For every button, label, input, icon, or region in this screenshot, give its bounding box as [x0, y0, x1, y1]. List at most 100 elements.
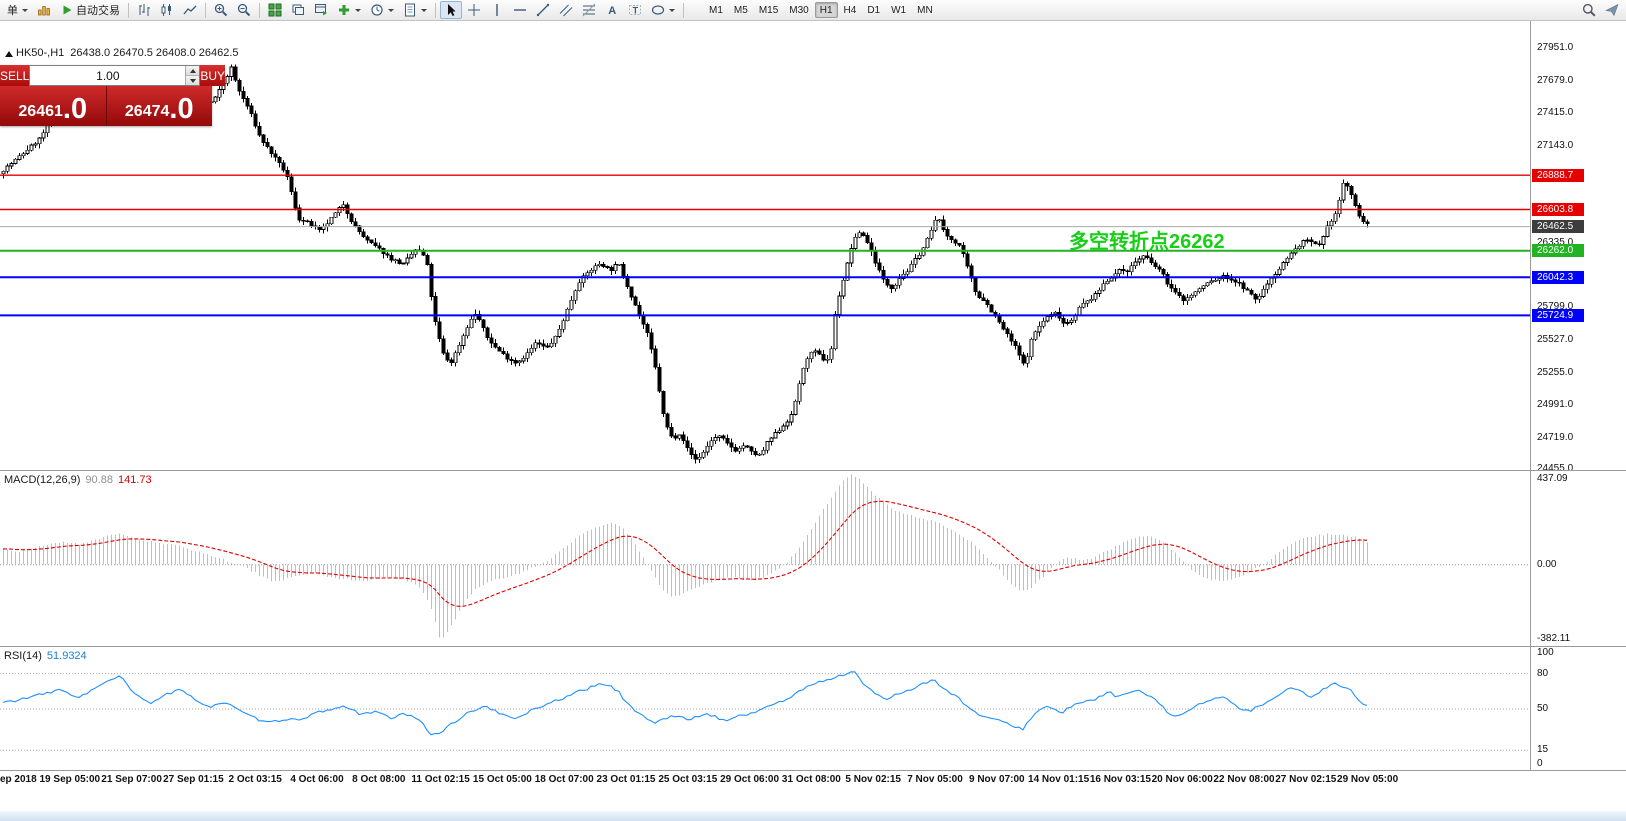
- new-chart-button[interactable]: [33, 1, 55, 19]
- scale-tick: 80: [1537, 667, 1549, 679]
- timeframe-m30-button[interactable]: M30: [789, 4, 809, 16]
- line-chart-button[interactable]: [179, 1, 201, 19]
- zoom-out-icon: [237, 3, 251, 17]
- shapes-button[interactable]: [647, 1, 679, 19]
- macd-signal-value: 141.73: [117, 474, 152, 486]
- channel-button[interactable]: [555, 1, 577, 19]
- publish-button[interactable]: [1601, 1, 1623, 19]
- text-button[interactable]: A: [601, 1, 623, 19]
- cascade-windows-button[interactable]: [287, 1, 309, 19]
- time-axis-label: 7 Nov 05:00: [907, 774, 963, 785]
- buy-price-pips: .0: [169, 93, 194, 125]
- bottom-area: [0, 790, 1626, 821]
- horizontal-levels[interactable]: [0, 174, 1530, 317]
- time-axis-label: 14 Nov 01:15: [1028, 774, 1090, 785]
- sell-button[interactable]: SELL: [0, 65, 30, 86]
- scale-tick: 0.00: [1537, 558, 1557, 570]
- timeframe-d1-button[interactable]: D1: [867, 4, 881, 16]
- new-order-button[interactable]: 单: [3, 1, 32, 19]
- buy-label: BUY: [200, 68, 226, 83]
- add-indicator-button[interactable]: [333, 1, 365, 19]
- scale-tick: 24991.0: [1537, 398, 1574, 410]
- timeframe-m1-button[interactable]: M1: [709, 4, 723, 16]
- crosshair-button[interactable]: [463, 1, 485, 19]
- main-toolbar: 单 自动交易 A T M1 M5 M15 M30 H1 H4 D1 W1 MN: [0, 0, 1626, 21]
- horizontal-line-button[interactable]: [509, 1, 531, 19]
- rsi-panel-canvas[interactable]: [0, 648, 1530, 770]
- trendline-button[interactable]: [532, 1, 554, 19]
- toolbar-separator: [205, 2, 206, 18]
- channel-icon: [559, 3, 573, 17]
- timeframe-m15-button[interactable]: M15: [758, 4, 779, 16]
- timeframe-h1-button[interactable]: H1: [814, 2, 838, 18]
- one-click-expand-icon[interactable]: [5, 51, 13, 57]
- scale-tick: 27951.0: [1537, 42, 1574, 54]
- chart-window: HK50-,H1 26438.0 26470.5 26408.0 26462.5…: [0, 20, 1626, 821]
- scale-tick: 26335.0: [1537, 236, 1574, 248]
- sell-price-button[interactable]: 26461.0: [0, 86, 107, 126]
- panel-separator[interactable]: [0, 646, 1626, 647]
- svg-text:A: A: [608, 5, 616, 17]
- volume-down-button[interactable]: [186, 76, 200, 85]
- template-icon: [403, 3, 417, 17]
- time-axis-label: 27 Sep 01:15: [163, 774, 224, 785]
- buy-button[interactable]: BUY: [200, 65, 226, 86]
- toolbar-button-label: 自动交易: [76, 5, 120, 17]
- price-scale[interactable]: 27951.0 27679.0 27415.0 27143.0 26335.0 25799…: [1531, 20, 1626, 791]
- time-axis-label: 5 Nov 02:15: [845, 774, 901, 785]
- toolbar-separator: [435, 2, 436, 18]
- timeframe-mn-button[interactable]: MN: [917, 4, 933, 16]
- sell-price-pips: .0: [62, 93, 88, 125]
- bar-chart-button[interactable]: [133, 1, 155, 19]
- fibonacci-button[interactable]: [578, 1, 600, 19]
- arrange-windows-button[interactable]: [310, 1, 332, 19]
- price-badge: 26262.0: [1532, 244, 1584, 258]
- macd-panel-canvas[interactable]: [0, 472, 1530, 646]
- ohlc-values: 26438.0 26470.5 26408.0 26462.5: [70, 47, 239, 59]
- auto-trading-button[interactable]: 自动交易: [56, 1, 124, 19]
- buy-price-main: 26474: [124, 103, 170, 120]
- trendline-icon: [536, 3, 550, 17]
- vertical-line-button[interactable]: [486, 1, 508, 19]
- chart-text-annotation[interactable]: 多空转折点26262: [1069, 230, 1225, 253]
- timeframe-m5-button[interactable]: M5: [733, 4, 748, 16]
- buy-price-button[interactable]: 26474.0: [106, 86, 212, 126]
- dropdown-caret-icon: [22, 8, 28, 12]
- price-chart-canvas[interactable]: [0, 20, 1530, 470]
- timeframe-w1-button[interactable]: W1: [891, 4, 907, 16]
- labelT-icon: T: [628, 3, 642, 17]
- search-button[interactable]: [1578, 1, 1600, 19]
- time-axis-label: 29 Oct 06:00: [720, 774, 780, 785]
- clock-icon: [370, 3, 384, 17]
- price-badge: 26603.8: [1532, 203, 1584, 217]
- templates-button[interactable]: [399, 1, 431, 19]
- volume-input[interactable]: [30, 66, 186, 85]
- panel-separator[interactable]: [0, 470, 1626, 471]
- search-icon: [1582, 3, 1596, 17]
- volume-up-button[interactable]: [186, 66, 200, 76]
- zoom-out-button[interactable]: [233, 1, 255, 19]
- time-axis-label: 25 Oct 03:15: [658, 774, 718, 785]
- cursor-icon: [444, 3, 458, 17]
- zoom-in-button[interactable]: [210, 1, 232, 19]
- scale-tick: 25255.0: [1537, 366, 1574, 378]
- periods-button[interactable]: [366, 1, 398, 19]
- price-badge: 26042.3: [1532, 270, 1584, 284]
- rsi-name: RSI(14): [4, 650, 42, 662]
- volume-input-group: [29, 65, 201, 86]
- time-axis-label: 15 Oct 05:00: [472, 774, 532, 785]
- cursor-button[interactable]: [440, 1, 462, 19]
- candlestick-chart-button[interactable]: [156, 1, 178, 19]
- window-bottom-edge: [0, 811, 1626, 821]
- tile-windows-button[interactable]: [264, 1, 286, 19]
- toolbar-separator: [683, 2, 684, 18]
- scale-tick: 50: [1537, 703, 1549, 714]
- timeframe-h4-button[interactable]: H4: [843, 4, 857, 16]
- spinner-down-icon: [189, 78, 196, 83]
- play-green-icon: [60, 3, 74, 17]
- timeframe-group: M1 M5 M15 M30 H1 H4 D1 W1 MN: [704, 2, 938, 18]
- label-button[interactable]: T: [624, 1, 646, 19]
- send-icon: [1605, 3, 1619, 17]
- time-axis-label: 9 Nov 07:00: [969, 774, 1025, 785]
